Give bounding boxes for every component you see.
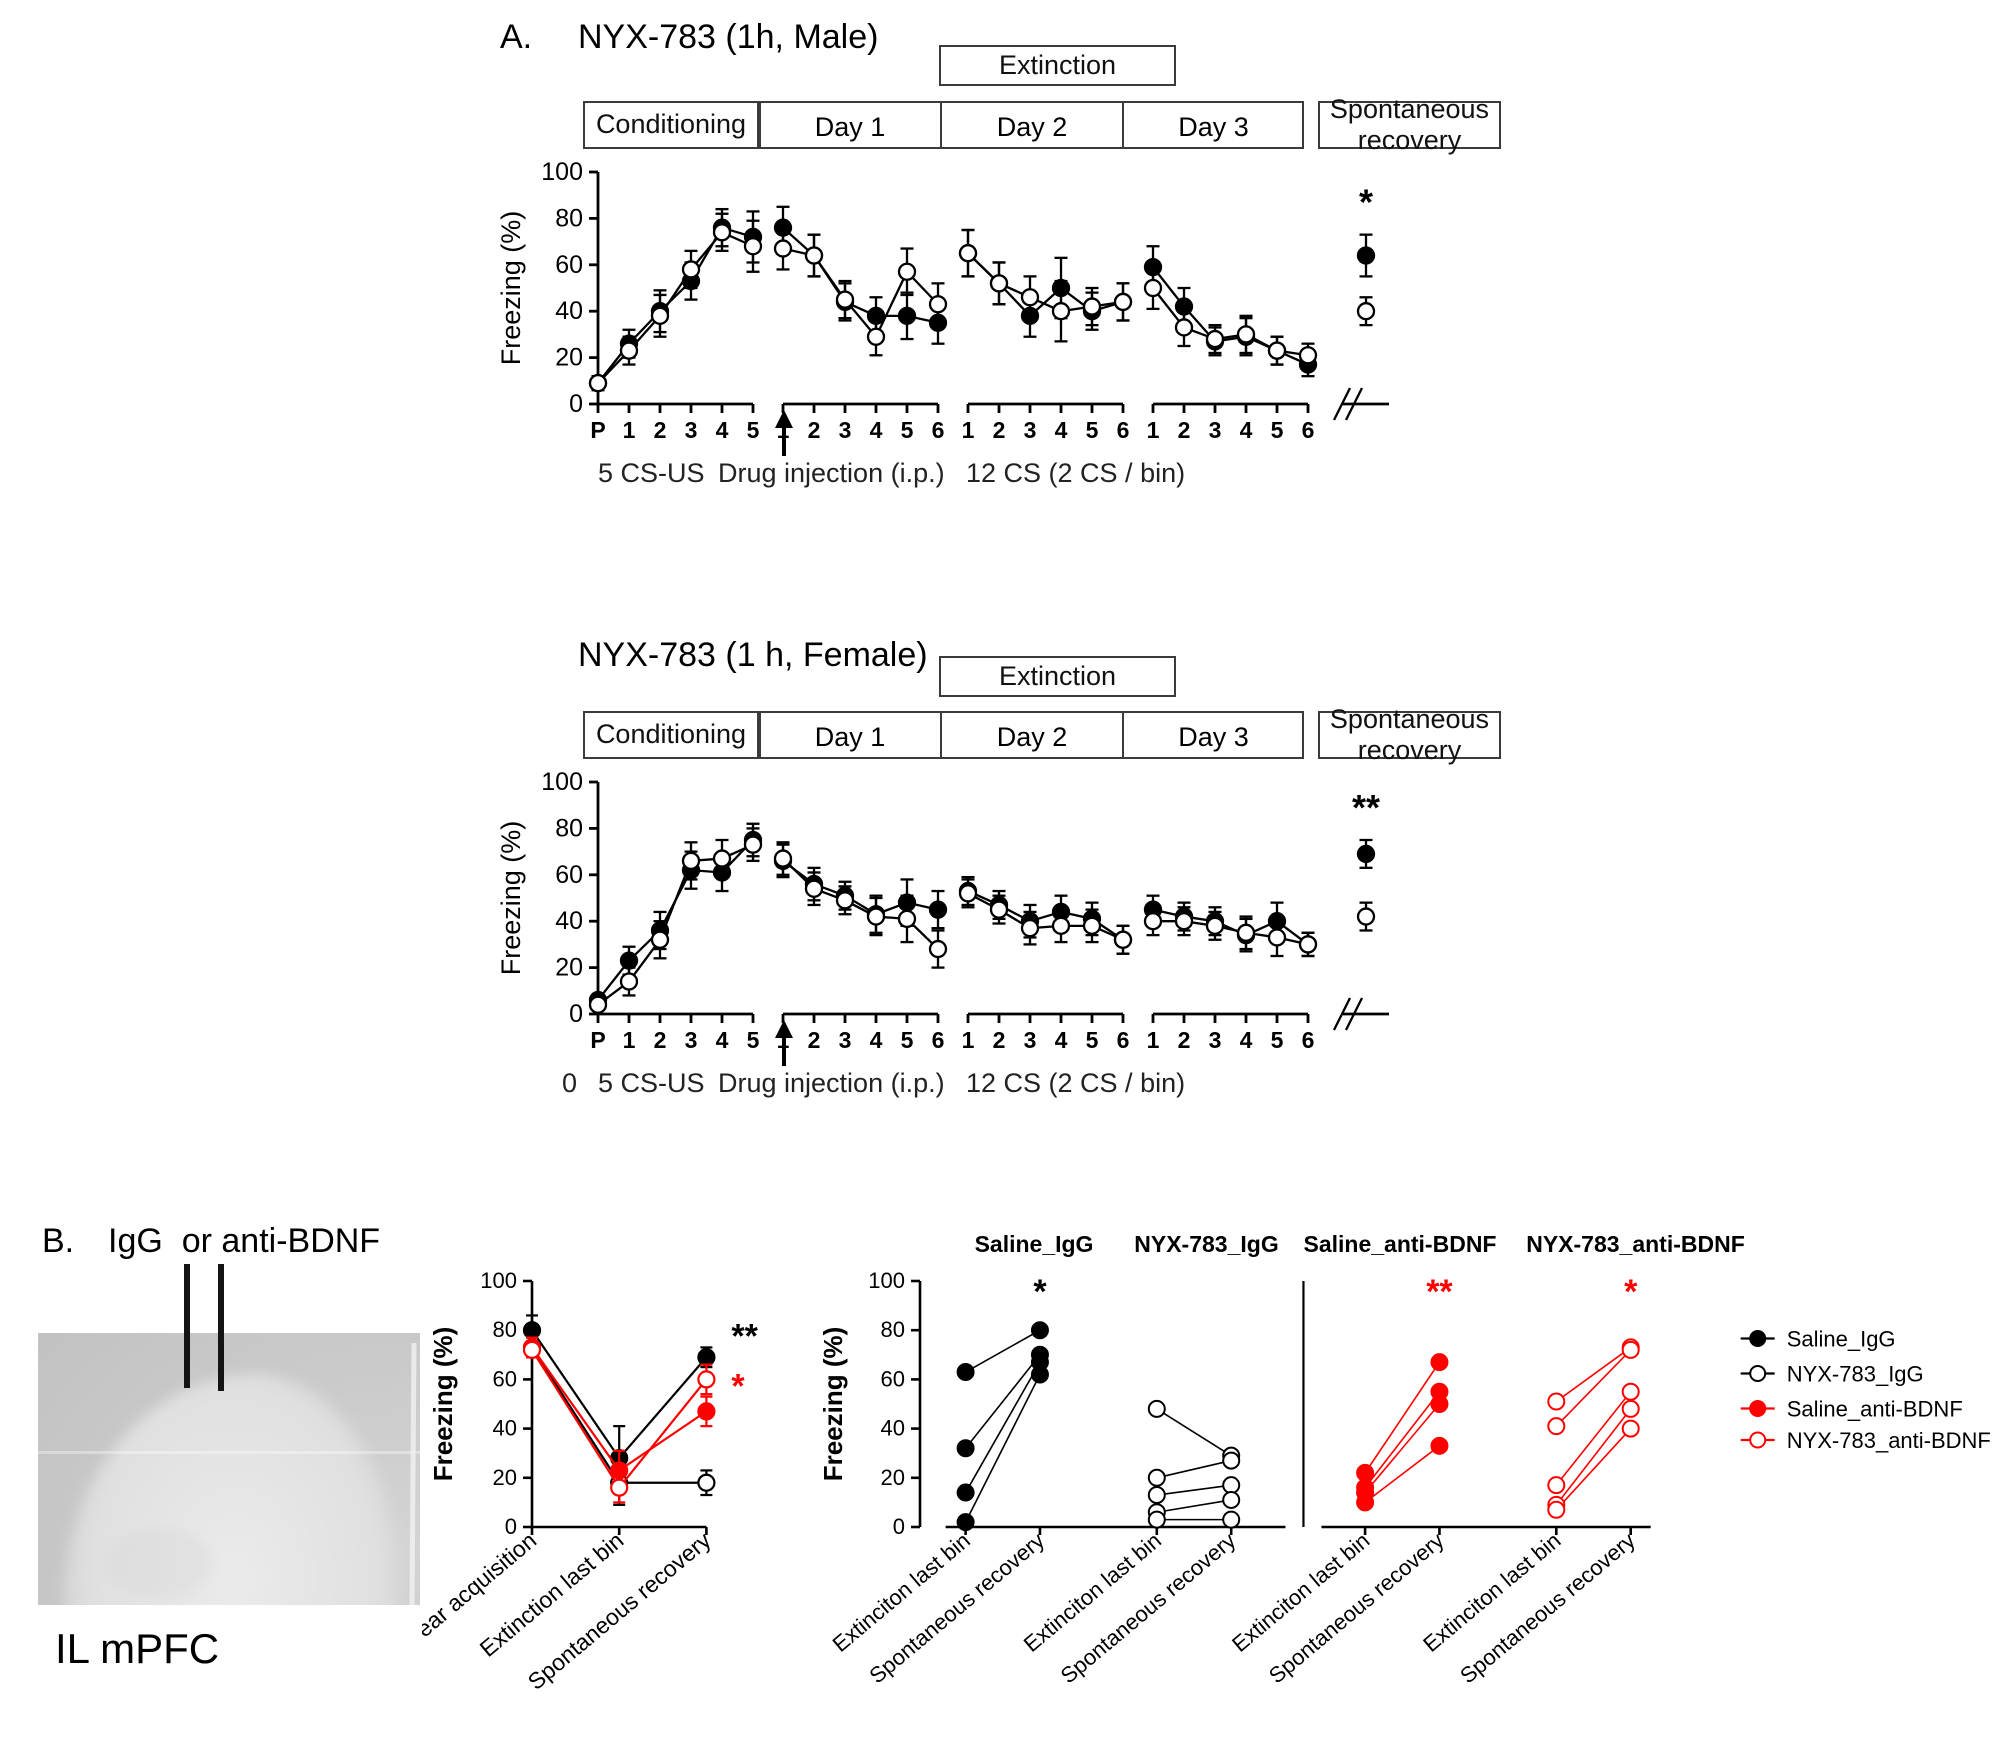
svg-text:Freezing (%): Freezing (%) [428, 1327, 458, 1482]
svg-text:6: 6 [932, 1027, 945, 1053]
svg-text:5: 5 [901, 417, 914, 443]
svg-text:2: 2 [993, 417, 1006, 443]
svg-text:1: 1 [623, 417, 636, 443]
svg-text:4: 4 [716, 1027, 729, 1053]
svg-text:40: 40 [555, 907, 583, 935]
svg-text:2: 2 [808, 417, 821, 443]
svg-text:*: * [1033, 1273, 1047, 1311]
svg-text:40: 40 [493, 1416, 517, 1441]
svg-text:5: 5 [1271, 1027, 1284, 1053]
svg-text:4: 4 [870, 417, 883, 443]
svg-text:2: 2 [1178, 1027, 1191, 1053]
svg-text:80: 80 [555, 204, 583, 232]
svg-text:3: 3 [1209, 1027, 1222, 1053]
svg-text:5: 5 [747, 1027, 760, 1053]
svg-text:100: 100 [541, 768, 583, 796]
svg-text:3: 3 [1209, 417, 1222, 443]
svg-text:5: 5 [1271, 417, 1284, 443]
svg-text:80: 80 [493, 1317, 517, 1342]
svg-text:2: 2 [654, 1027, 667, 1053]
svg-text:4: 4 [1055, 417, 1068, 443]
svg-text:20: 20 [555, 344, 583, 372]
svg-text:4: 4 [1055, 1027, 1068, 1053]
svg-text:**: ** [1352, 787, 1380, 828]
svg-text:NYX-783_anti-BDNF: NYX-783_anti-BDNF [1787, 1428, 1991, 1453]
svg-text:20: 20 [881, 1465, 905, 1490]
svg-text:3: 3 [1024, 417, 1037, 443]
svg-text:3: 3 [839, 1027, 852, 1053]
svg-text:P: P [590, 417, 605, 443]
svg-text:60: 60 [493, 1366, 517, 1391]
svg-text:0: 0 [569, 1000, 583, 1028]
svg-text:3: 3 [685, 1027, 698, 1053]
svg-text:**: ** [731, 1317, 758, 1355]
svg-text:1: 1 [1147, 1027, 1160, 1053]
svg-text:Freezing (%): Freezing (%) [496, 821, 526, 976]
svg-text:*: * [1624, 1273, 1638, 1311]
svg-text:5: 5 [1086, 417, 1099, 443]
svg-text:40: 40 [881, 1416, 905, 1441]
svg-text:6: 6 [1117, 417, 1130, 443]
svg-text:P: P [590, 1027, 605, 1053]
svg-text:4: 4 [1240, 1027, 1253, 1053]
svg-text:2: 2 [993, 1027, 1006, 1053]
svg-text:3: 3 [839, 417, 852, 443]
svg-text:6: 6 [1302, 417, 1315, 443]
svg-text:60: 60 [555, 861, 583, 889]
svg-text:80: 80 [881, 1317, 905, 1342]
svg-text:*: * [1359, 182, 1373, 223]
svg-text:Freezing (%): Freezing (%) [818, 1327, 848, 1482]
svg-text:0: 0 [893, 1514, 905, 1539]
svg-text:2: 2 [808, 1027, 821, 1053]
svg-text:Saline_IgG: Saline_IgG [1787, 1327, 1896, 1352]
svg-text:60: 60 [555, 251, 583, 279]
svg-text:5: 5 [1086, 1027, 1099, 1053]
svg-text:Freezing (%): Freezing (%) [496, 211, 526, 366]
svg-text:1: 1 [962, 1027, 975, 1053]
svg-text:*: * [731, 1367, 745, 1405]
svg-text:1: 1 [1147, 417, 1160, 443]
svg-text:2: 2 [654, 417, 667, 443]
svg-text:100: 100 [868, 1268, 905, 1293]
svg-text:60: 60 [881, 1366, 905, 1391]
svg-text:6: 6 [1117, 1027, 1130, 1053]
svg-text:3: 3 [685, 417, 698, 443]
svg-text:20: 20 [555, 954, 583, 982]
svg-text:Saline_anti-BDNF: Saline_anti-BDNF [1787, 1397, 1963, 1422]
svg-text:4: 4 [870, 1027, 883, 1053]
svg-text:Extinction last bin: Extinction last bin [475, 1527, 629, 1662]
svg-text:1: 1 [962, 417, 975, 443]
svg-text:0: 0 [569, 390, 583, 418]
svg-text:5: 5 [901, 1027, 914, 1053]
svg-text:NYX-783_IgG: NYX-783_IgG [1787, 1362, 1924, 1387]
svg-text:40: 40 [555, 297, 583, 325]
svg-text:1: 1 [623, 1027, 636, 1053]
svg-text:80: 80 [555, 814, 583, 842]
svg-text:5: 5 [747, 417, 760, 443]
svg-text:4: 4 [1240, 417, 1253, 443]
svg-text:3: 3 [1024, 1027, 1037, 1053]
svg-text:2: 2 [1178, 417, 1191, 443]
svg-text:100: 100 [541, 158, 583, 186]
svg-text:20: 20 [493, 1465, 517, 1490]
svg-text:4: 4 [716, 417, 729, 443]
svg-text:100: 100 [480, 1268, 517, 1293]
svg-text:**: ** [1426, 1273, 1453, 1311]
svg-text:6: 6 [1302, 1027, 1315, 1053]
svg-text:6: 6 [932, 417, 945, 443]
